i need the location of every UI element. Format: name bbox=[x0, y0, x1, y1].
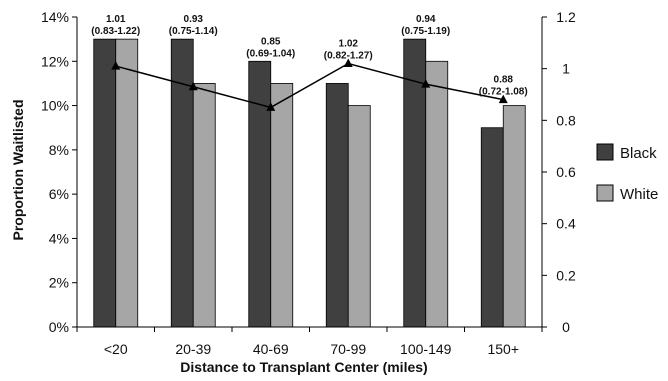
x-tick-label: 20-39 bbox=[175, 341, 211, 357]
y2-tick-label: 0.4 bbox=[556, 216, 576, 232]
ratio-marker-2 bbox=[266, 102, 276, 111]
y2-tick-label: 1.2 bbox=[556, 9, 576, 25]
ratio-label: 0.88 bbox=[494, 75, 514, 86]
bar-black-5 bbox=[480, 127, 504, 328]
ratio-ci-label: (0.75-1.19) bbox=[401, 26, 450, 37]
axes-group bbox=[72, 16, 547, 332]
y-tick-label: 12% bbox=[41, 53, 69, 69]
bar-black-4 bbox=[403, 38, 427, 328]
x-tick-label: 150+ bbox=[487, 341, 519, 357]
legend-swatch-white bbox=[596, 184, 614, 202]
y2-tick-label: 0.6 bbox=[556, 164, 576, 180]
y-tick-label: 14% bbox=[41, 9, 69, 25]
y2-tick-label: 1 bbox=[562, 61, 570, 77]
y2-tick-labels: 0 0.2 0.4 0.6 0.8 1 1.2 bbox=[556, 9, 576, 335]
ratio-label: 1.02 bbox=[339, 39, 359, 50]
y-tick-label: 6% bbox=[49, 186, 69, 202]
legend: Black White bbox=[596, 143, 658, 203]
bar-white-3 bbox=[347, 105, 371, 328]
ratio-ci-label: (0.83-1.22) bbox=[91, 26, 140, 37]
bar-white-1 bbox=[192, 83, 216, 328]
y2-tick-label: 0 bbox=[562, 319, 570, 335]
bar-black-2 bbox=[248, 60, 272, 328]
y-tick-label: 2% bbox=[49, 275, 69, 291]
y-tick-label: 10% bbox=[41, 98, 69, 114]
ratio-marker-1 bbox=[188, 81, 198, 91]
y-axis-title: Proportion Waitlisted bbox=[10, 99, 26, 240]
y-tick-label: 4% bbox=[49, 230, 69, 246]
ratio-marker-3 bbox=[343, 58, 353, 67]
ratio-ci-label: (0.69-1.04) bbox=[246, 48, 295, 59]
bar-white-4 bbox=[425, 60, 449, 328]
bar-white-5 bbox=[502, 105, 526, 328]
y-tick-label: 0% bbox=[49, 319, 69, 335]
legend-swatch-black bbox=[596, 143, 614, 161]
bar-black-0 bbox=[93, 38, 117, 328]
x-tick-labels: <20 20-39 40-69 70-99 100-149 150+ bbox=[104, 341, 519, 357]
legend-label-white: White bbox=[620, 186, 658, 203]
ratio-label: 0.93 bbox=[184, 14, 204, 25]
ratio-marker-0 bbox=[111, 61, 121, 70]
ratio-ci-label: (0.75-1.14) bbox=[169, 26, 218, 37]
bar-white-0 bbox=[115, 38, 139, 328]
ratio-marker-4 bbox=[421, 79, 431, 88]
x-tick-label: 40-69 bbox=[253, 341, 289, 357]
ratio-ci-label: (0.72-1.08) bbox=[479, 87, 528, 98]
y-tick-label: 8% bbox=[49, 142, 69, 158]
ratio-label: 1.01 bbox=[106, 14, 126, 25]
bar-white-2 bbox=[270, 83, 294, 328]
x-tick-label: 100-149 bbox=[400, 341, 452, 357]
ratio-annotations: 1.01(0.83-1.22) 0.93(0.75-1.14) 0.85(0.69-… bbox=[91, 14, 527, 98]
x-tick-label: 70-99 bbox=[330, 341, 366, 357]
x-axis-title: Distance to Transplant Center (miles) bbox=[180, 359, 427, 375]
bar-black-3 bbox=[325, 83, 349, 328]
ratio-line bbox=[115, 62, 504, 109]
ratio-ci-label: (0.82-1.27) bbox=[324, 51, 373, 62]
ratio-label: 0.94 bbox=[416, 14, 436, 25]
legend-label-black: Black bbox=[620, 145, 657, 162]
y2-tick-label: 0.2 bbox=[556, 267, 576, 283]
y2-tick-label: 0.8 bbox=[556, 112, 576, 128]
bars-group bbox=[93, 38, 526, 328]
x-tick-label: <20 bbox=[104, 341, 128, 357]
y-tick-labels: 0% 2% 4% 6% 8% 10% 12% 14% bbox=[41, 9, 69, 335]
ratio-label: 0.85 bbox=[261, 36, 281, 47]
ratio-line-group bbox=[111, 58, 508, 111]
ratio-marker-5 bbox=[498, 94, 508, 104]
